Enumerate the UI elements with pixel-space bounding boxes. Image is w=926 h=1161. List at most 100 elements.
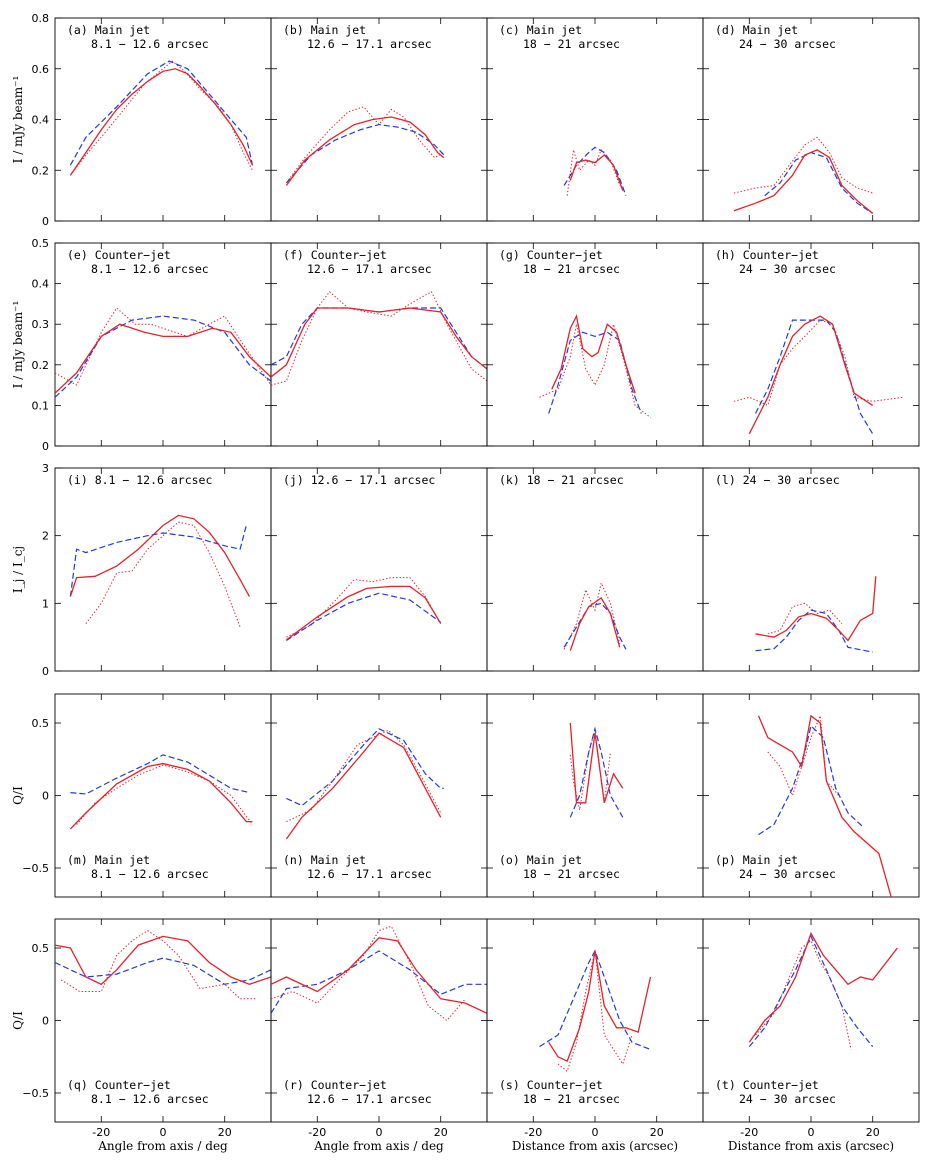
panel-curves [757,714,892,897]
panel-8: 0 1 2 3 (i) 8.1 − 12.6 arcsec [42,462,272,678]
panel-label: (n) Main jet [283,853,366,867]
panel-sublabel: 8.1 − 12.6 arcsec [91,867,209,881]
x-axis-label: Distance from axis (arcsec) [512,1139,678,1153]
y-tick-label: 0.2 [32,359,50,372]
data-solid-line [55,935,271,986]
panel-curves [271,925,487,1022]
panel-label: (t) Counter−jet [715,1078,819,1092]
panel-sublabel: 18 − 21 arcsec [523,867,620,881]
panel-curves [563,146,627,196]
y-tick-label: 0.4 [32,278,50,291]
data-solid-line [271,307,487,378]
panel-curves [733,315,904,435]
y-tick-label: 0.1 [32,399,50,412]
model-dashed-line [764,151,874,214]
x-tick-label: 20 [866,1126,880,1139]
panel-curves [733,136,874,214]
panel-label: (d) Main jet [715,23,798,37]
model-dashed-line [748,934,874,1047]
data-dotted-line [767,602,843,635]
data-solid-line [755,576,877,642]
data-solid-line [548,950,652,1062]
data-dotted-line [733,319,904,407]
model-dashed-line [754,319,874,435]
y-tick-label: 0.4 [32,114,50,127]
y-tick-label: 0 [42,440,49,453]
model-dashed-line [55,315,271,398]
y-tick-label: 0.5 [32,717,50,730]
panel-curves [286,577,442,642]
y-tick-label: 0 [42,790,49,803]
x-tick-label: -20 [524,1126,542,1139]
panel-curves [55,307,271,398]
panel-curves [539,949,652,1073]
x-tick-label: 0 [160,1126,167,1139]
panel-curves [563,581,627,651]
y-tick-label: 0 [42,215,49,228]
panel-label: (a) Main jet [67,23,150,37]
model-dashed-line [286,592,442,642]
data-dotted-line [70,60,253,176]
panel-frame [270,467,488,672]
data-dotted-line [285,106,445,184]
y-tick-label: 0.5 [32,942,50,955]
data-solid-line [757,714,892,897]
panel-sublabel: 12.6 − 17.1 arcsec [307,37,432,51]
panel-label: (e) Counter−jet [67,248,171,262]
y-tick-label: 1 [42,597,49,610]
model-dashed-line [563,602,627,650]
y-tick-label: −0.5 [22,862,49,875]
panel-label: (h) Counter−jet [715,248,819,262]
panel-label: (s) Counter−jet [499,1078,603,1092]
panel-sublabel: 24 − 30 arcsec [739,867,836,881]
x-tick-label: 20 [650,1126,664,1139]
y-axis-label: Q/I [11,786,25,805]
panel-label: (r) Counter−jet [283,1078,387,1092]
panel-label: (f) Counter−jet [283,248,387,262]
y-tick-label: 0.3 [32,318,50,331]
y-tick-label: 0 [42,665,49,678]
data-dotted-line [271,925,466,1022]
data-solid-line [551,314,636,394]
y-tick-label: 0.8 [32,12,50,25]
panel-9: (j) 12.6 − 17.1 arcsec [270,467,488,672]
model-dashed-line [285,123,445,184]
panel-label: (c) Main jet [499,23,582,37]
data-dotted-line [286,577,442,638]
panel-frame [486,467,704,672]
panel-label: (j) 12.6 − 17.1 arcsec [283,473,435,487]
data-solid-line [69,68,254,176]
data-solid-line [569,596,621,651]
data-dotted-line [76,764,253,825]
model-dashed-line [563,146,627,196]
y-tick-label: 0.6 [32,63,50,76]
data-dotted-line [539,324,651,418]
model-dashed-line [548,331,642,414]
data-solid-line [748,315,874,435]
panel-label: (q) Counter−jet [67,1078,171,1092]
panel-sublabel: 8.1 − 12.6 arcsec [91,37,209,51]
x-tick-label: -20 [740,1126,758,1139]
data-solid-line [286,585,442,641]
axis-labels-group: I / mJy beam⁻¹ I / mJy beam⁻¹ I_j / I_cj Q/… [11,76,894,1153]
panel-label: (m) Main jet [67,853,150,867]
panel-label: (k) 18 − 21 arcsec [499,473,624,487]
panel-label: (l) 24 − 30 arcsec [715,473,840,487]
data-solid-line [55,323,271,394]
data-solid-line [69,514,250,597]
x-tick-label: 0 [376,1126,383,1139]
panel-frame [54,467,272,672]
